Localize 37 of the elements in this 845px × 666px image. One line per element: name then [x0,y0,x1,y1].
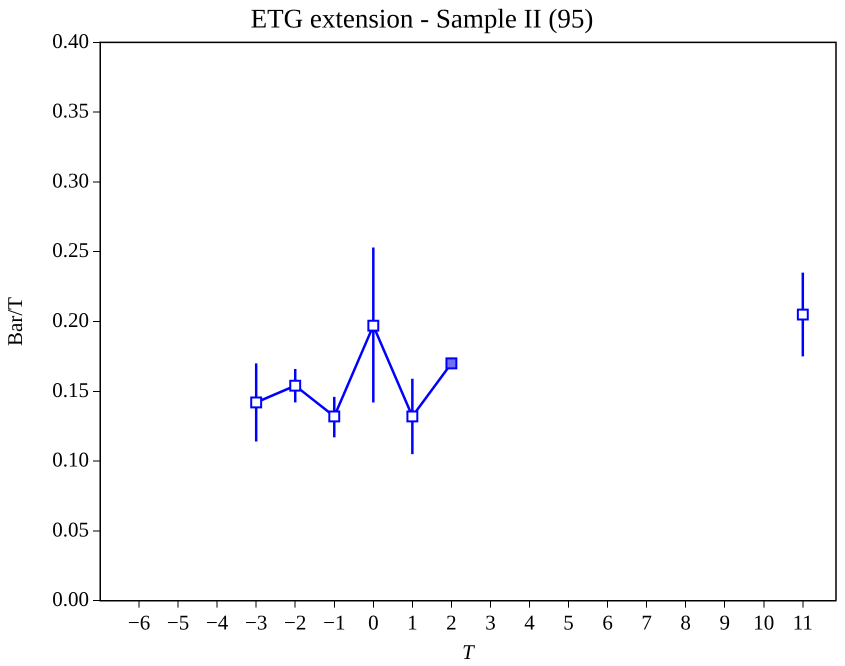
y-tick-label: 0.35 [52,98,89,123]
x-tick-label: 6 [602,610,613,635]
x-tick-label: −6 [128,610,150,635]
x-tick-label: −1 [323,610,346,635]
y-axis-title: Bar/T [3,296,28,346]
point [367,320,380,332]
x-tick-label: 10 [753,610,774,635]
x-tick-label: −4 [206,610,229,635]
x-tick-label: 1 [407,610,418,635]
x-axis-title: T [462,640,476,664]
point [445,357,458,370]
y-tick-label: 0.05 [52,517,89,542]
y-tick-label: 0.30 [52,168,89,192]
x-tick-label: 5 [563,610,574,635]
x-tick-label: −3 [245,610,268,635]
x-tick-label: 7 [641,610,652,635]
point [289,380,302,392]
x-tick-label: 0 [368,610,379,635]
point [328,410,340,422]
x-tick-label: −2 [284,610,306,635]
y-tick-label: 0.20 [52,308,89,332]
y-tick-label: 0.00 [52,587,89,612]
y-tick-label: 0.10 [52,448,89,472]
point [406,410,418,422]
x-tick-label: 9 [719,610,730,635]
x-tick-label: 2 [446,610,457,635]
point [796,308,809,320]
x-tick-label: −5 [166,610,190,635]
y-tick-label: 0.40 [52,28,89,53]
point [250,396,262,408]
chart-title: ETG extension - Sample II (95) [250,3,594,34]
x-tick-label: 4 [524,610,536,635]
y-tick-label: 0.25 [52,238,89,262]
x-tick-label: 8 [680,610,691,635]
x-tick-label: 3 [485,610,496,635]
x-tick-label: 11 [792,610,813,635]
y-tick-label: 0.15 [52,378,89,402]
